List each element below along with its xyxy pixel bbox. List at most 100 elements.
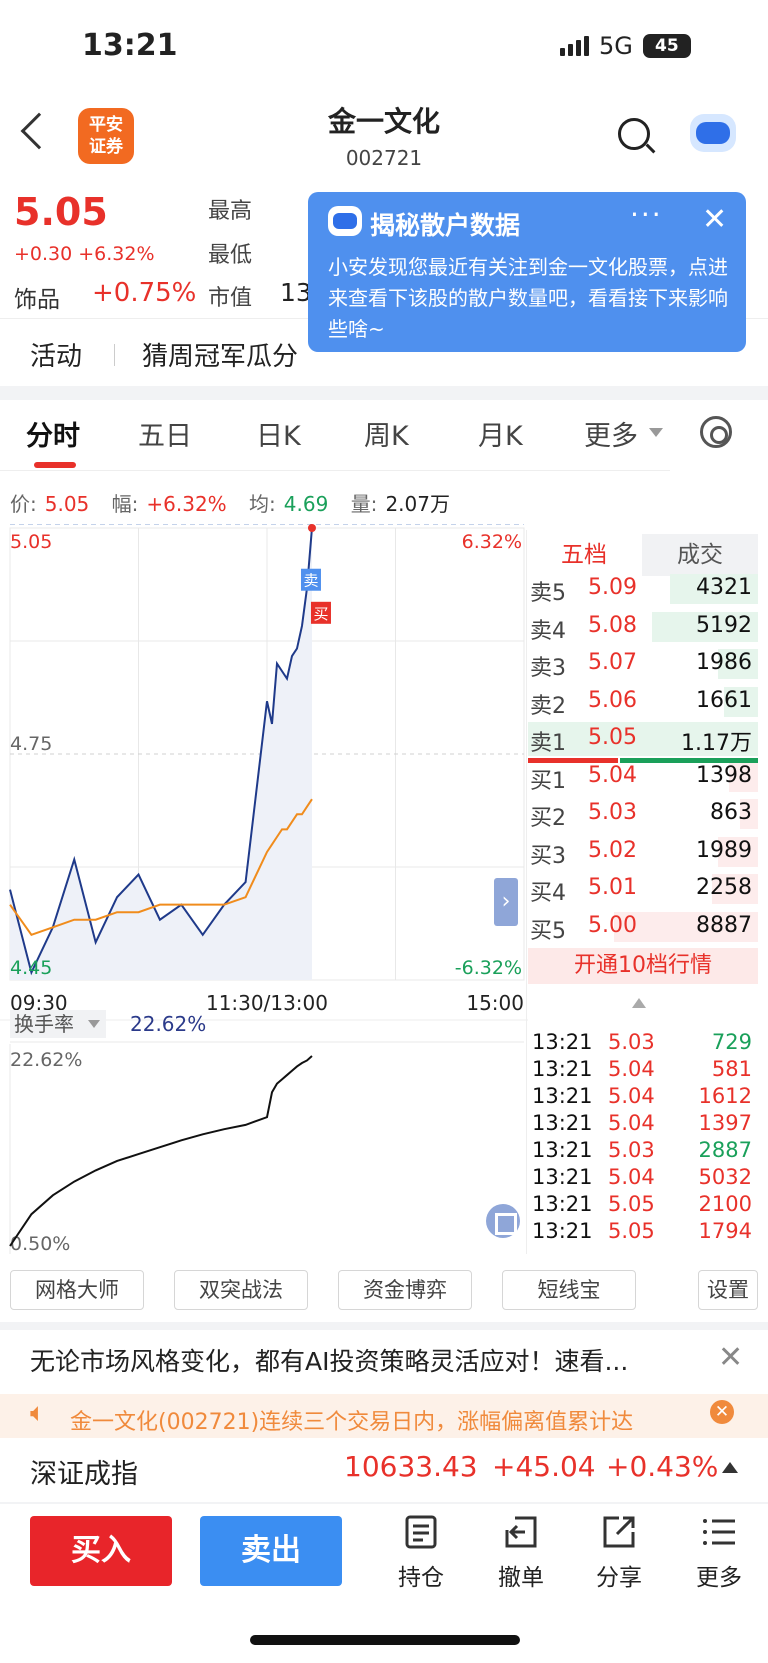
retail-data-popup[interactable]: 揭秘散户数据 ··· ✕ 小安发现您最近有关注到金一文化股票，点进来查看下该股的… bbox=[308, 192, 746, 352]
sector-name[interactable]: 饰品 bbox=[14, 287, 60, 313]
notice-close-icon[interactable]: ✕ bbox=[710, 1400, 734, 1424]
chevron-up-icon[interactable] bbox=[632, 998, 646, 1008]
tick-volume: 1794 bbox=[698, 1219, 752, 1243]
ten-level-quote-button[interactable]: 开通10档行情 bbox=[528, 948, 758, 984]
index-bar[interactable] bbox=[0, 1438, 768, 1502]
ask-row[interactable]: 卖1 5.05 1.17万 bbox=[528, 722, 758, 756]
ad-close-icon[interactable]: ✕ bbox=[718, 1340, 744, 1375]
more-button[interactable]: 更多 bbox=[684, 1514, 754, 1592]
info-average: 4.69 bbox=[283, 492, 329, 516]
network-type: 5G bbox=[599, 32, 633, 60]
cancel-order-label: 撤单 bbox=[498, 1565, 544, 1591]
bid-row[interactable]: 买5 5.00 8887 bbox=[528, 910, 758, 944]
row-price: 5.09 bbox=[588, 575, 637, 600]
cancel-order-button[interactable]: 撤单 bbox=[486, 1514, 556, 1592]
tab-trades[interactable]: 成交 bbox=[642, 534, 758, 576]
fullscreen-icon[interactable] bbox=[486, 1204, 520, 1238]
intraday-chart[interactable]: 卖买5.054.754.456.32%-6.32%09:30 11:30/13:0… bbox=[0, 524, 528, 1254]
bid-row[interactable]: 买3 5.02 1989 bbox=[528, 835, 758, 869]
more-dots-icon[interactable]: ··· bbox=[630, 198, 663, 231]
ad-banner-text[interactable]: 无论市场风格变化，都有AI投资策略灵活应对！速看... bbox=[30, 1347, 629, 1376]
double-breakout-button[interactable]: 双突战法 bbox=[174, 1270, 308, 1310]
last-price-dot bbox=[307, 524, 316, 532]
tick-volume: 729 bbox=[711, 1030, 752, 1054]
trade-tick-row: 13:21 5.03 729 bbox=[532, 1030, 754, 1058]
row-volume: 1986 bbox=[696, 650, 752, 675]
bid-row[interactable]: 买1 5.04 1398 bbox=[528, 760, 758, 794]
row-volume: 5192 bbox=[696, 612, 752, 638]
turnover-y-low: 0.50% bbox=[10, 1233, 70, 1254]
tab-five-levels[interactable]: 五档 bbox=[528, 534, 640, 576]
bid-row[interactable]: 买4 5.01 2258 bbox=[528, 872, 758, 906]
search-icon[interactable] bbox=[618, 118, 650, 150]
tab-monthly-k[interactable]: 月K bbox=[478, 421, 523, 452]
row-price: 5.07 bbox=[588, 650, 637, 675]
share-button[interactable]: 分享 bbox=[584, 1514, 654, 1592]
tab-five-day[interactable]: 五日 bbox=[138, 421, 192, 452]
row-label: 卖5 bbox=[530, 581, 566, 606]
sell-button[interactable]: 卖出 bbox=[200, 1516, 342, 1586]
turnover-y-high: 22.62% bbox=[10, 1049, 82, 1071]
row-volume: 8887 bbox=[696, 912, 752, 938]
tab-divider bbox=[0, 470, 670, 471]
price-line bbox=[9, 527, 313, 976]
battery-icon: 45 bbox=[642, 34, 691, 58]
tab-daily-k[interactable]: 日K bbox=[256, 421, 301, 452]
ask-row[interactable]: 卖5 5.09 4321 bbox=[528, 572, 758, 606]
assistant-robot-icon[interactable] bbox=[690, 114, 736, 152]
orderbook-divider bbox=[526, 530, 527, 1254]
signal-icon bbox=[560, 36, 589, 56]
index-value: 10633.43 bbox=[344, 1450, 478, 1483]
fund-game-button[interactable]: 资金博弈 bbox=[338, 1270, 472, 1310]
turnover-caret bbox=[88, 1020, 100, 1028]
tab-intraday[interactable]: 分时 bbox=[26, 421, 80, 452]
row-volume: 2258 bbox=[696, 875, 752, 900]
turnover-current: 22.62% bbox=[130, 1012, 206, 1036]
row-volume: 1.17万 bbox=[681, 731, 752, 756]
notice-bar[interactable] bbox=[0, 1394, 768, 1438]
current-price: 5.05 bbox=[14, 190, 108, 234]
row-label: 买2 bbox=[530, 806, 566, 831]
ask-row[interactable]: 卖4 5.08 5192 bbox=[528, 610, 758, 644]
ask-row[interactable]: 卖3 5.07 1986 bbox=[528, 647, 758, 681]
row-label: 卖4 bbox=[530, 618, 566, 644]
sell-marker bbox=[300, 568, 321, 591]
short-line-button[interactable]: 短线宝 bbox=[502, 1270, 636, 1310]
tick-time: 13:21 bbox=[532, 1165, 593, 1189]
market-cap-value: 13 bbox=[280, 278, 312, 307]
undo-icon bbox=[505, 1516, 537, 1548]
tick-time: 13:21 bbox=[532, 1057, 593, 1081]
chevron-down-icon[interactable] bbox=[649, 428, 663, 437]
popup-close-icon[interactable]: ✕ bbox=[702, 202, 728, 237]
activity-text[interactable]: 猜周冠军瓜分 bbox=[142, 342, 299, 372]
row-price: 5.01 bbox=[588, 875, 637, 900]
buy-button[interactable]: 买入 bbox=[30, 1516, 172, 1586]
tick-time: 13:21 bbox=[532, 1138, 593, 1162]
gear-icon[interactable] bbox=[700, 416, 732, 448]
trade-tick-row: 13:21 5.04 1612 bbox=[532, 1084, 754, 1112]
volume-bar bbox=[718, 649, 758, 679]
chevron-up-icon[interactable] bbox=[722, 1462, 738, 1473]
x-label-close: 15:00 bbox=[466, 991, 524, 1015]
row-volume: 1989 bbox=[696, 837, 752, 863]
notice-text[interactable]: 金一文化(002721)连续三个交易日内，涨幅偏离值累计达 bbox=[70, 1410, 634, 1435]
grid-master-button[interactable]: 网格大师 bbox=[10, 1270, 144, 1310]
row-volume: 1661 bbox=[696, 687, 752, 713]
buy-marker bbox=[310, 601, 331, 624]
settings-button[interactable]: 设置 bbox=[698, 1270, 758, 1310]
section-divider bbox=[0, 1502, 768, 1504]
expand-panel-button[interactable]: › bbox=[494, 878, 518, 926]
tab-more[interactable]: 更多 bbox=[584, 421, 638, 452]
holdings-button[interactable]: 持仓 bbox=[386, 1514, 456, 1592]
popup-body: 小安发现您最近有关注到金一文化股票，点进来查看下该股的散户数量吧，看看接下来影响… bbox=[328, 255, 728, 341]
tick-price: 5.05 bbox=[608, 1219, 655, 1243]
volume-bar bbox=[718, 836, 758, 867]
bid-row[interactable]: 买2 5.03 863 bbox=[528, 797, 758, 831]
sector-change[interactable]: +0.75% bbox=[92, 278, 197, 308]
stock-name: 金一文化 bbox=[327, 105, 440, 138]
ask-row[interactable]: 卖2 5.06 1661 bbox=[528, 685, 758, 719]
tab-weekly-k[interactable]: 周K bbox=[364, 421, 409, 452]
trade-tick-row: 13:21 5.04 5032 bbox=[532, 1165, 754, 1193]
row-price: 5.06 bbox=[588, 687, 637, 713]
pingan-logo[interactable]: 平安 证券 bbox=[78, 108, 134, 164]
